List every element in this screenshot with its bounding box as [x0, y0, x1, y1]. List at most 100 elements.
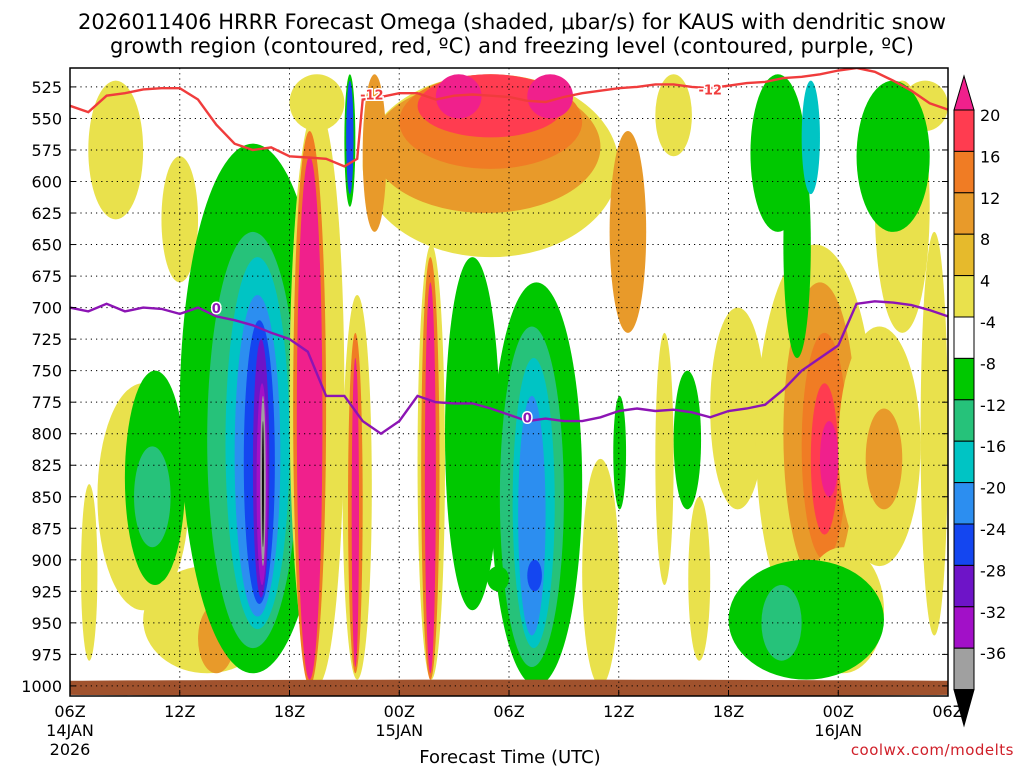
y-tick-label: 925	[31, 582, 62, 601]
dgz-contour	[70, 68, 948, 168]
x-date-label: 16JAN	[814, 721, 862, 740]
colorbar-bottom-arrow	[953, 689, 975, 728]
dgz-contour-label: -12	[360, 89, 384, 104]
y-tick-label: 675	[31, 267, 62, 286]
colorbar-label: -32	[980, 603, 1006, 622]
colorbar-label: -16	[980, 437, 1006, 456]
freezing-level-contour	[70, 300, 948, 436]
contour-lines: -12 -12 0 0	[70, 68, 948, 436]
colorbar-segment	[953, 482, 975, 525]
y-tick-label: 875	[31, 519, 62, 538]
colorbar-label: 4	[980, 272, 990, 291]
colorbar-label: 16	[980, 147, 1000, 166]
x-tick-label: 06Z	[932, 702, 963, 721]
credit-text: coolwx.com/modelts	[851, 741, 1014, 759]
omega-cell	[609, 131, 647, 333]
omega-cell	[527, 74, 574, 119]
x-tick-label: 06Z	[493, 702, 524, 721]
x-tick-label: 12Z	[164, 702, 195, 721]
x-year-label: 2026	[50, 740, 91, 759]
y-tick-label: 725	[31, 330, 62, 349]
freezing-level-contour-label: 0	[523, 412, 532, 427]
dgz-contour-label: -12	[698, 84, 722, 99]
x-date-label: 14JAN	[46, 721, 94, 740]
colorbar-segment	[953, 564, 975, 608]
y-tick-label: 825	[31, 456, 62, 475]
omega-cell	[80, 484, 98, 661]
omega-cell	[351, 358, 360, 667]
colorbar-segment	[953, 399, 975, 442]
y-tick-label: 550	[31, 109, 62, 128]
omega-cell	[582, 458, 619, 686]
y-tick-label: 750	[31, 362, 62, 381]
omega-cell	[688, 496, 711, 661]
x-tick-label: 00Z	[823, 702, 854, 721]
omega-cell	[296, 156, 323, 680]
colorbar-segment	[953, 233, 975, 277]
x-date-label: 15JAN	[375, 721, 423, 740]
y-tick-label: 950	[31, 614, 62, 633]
x-axis-label: Forecast Time (UTC)	[419, 747, 600, 768]
omega-cell	[710, 307, 766, 510]
y-tick-label: 625	[31, 204, 62, 223]
y-tick-label: 525	[31, 78, 62, 97]
colorbar-label: -4	[980, 313, 996, 332]
omega-cell	[134, 446, 171, 548]
colorbar-label: 20	[980, 106, 1000, 125]
colorbar-segment	[953, 275, 975, 318]
y-tick-label: 700	[31, 299, 62, 318]
omega-cell	[527, 559, 542, 592]
omega-cell	[362, 74, 387, 232]
omega-cell	[783, 131, 811, 359]
omega-cell	[865, 408, 903, 510]
colorbar: 20 16 12 8 4 -4 -8 -12 -16 -20 -24 -28 -32 -36	[953, 74, 1006, 728]
freezing-level-contour-label: 0	[212, 302, 221, 317]
ground-shading	[70, 679, 948, 696]
colorbar-label: -8	[980, 354, 996, 373]
y-tick-label: 1000	[21, 677, 62, 696]
colorbar-segment	[953, 150, 975, 194]
colorbar-label: 12	[980, 189, 1000, 208]
chart-title-line-2: growth region (contoured, red, ºC) and f…	[110, 34, 914, 58]
omega-cell	[444, 257, 500, 611]
omega-cell	[424, 282, 436, 674]
omega-cell	[655, 332, 674, 586]
y-tick-label: 775	[31, 393, 62, 412]
omega-cell	[655, 74, 692, 157]
x-tick-label: 00Z	[384, 702, 415, 721]
colorbar-segment	[953, 192, 975, 235]
y-tick-label: 600	[31, 172, 62, 191]
y-tick-label: 975	[31, 645, 62, 664]
y-tick-label: 850	[31, 488, 62, 507]
y-tick-label: 575	[31, 141, 62, 160]
colorbar-segment	[953, 606, 975, 649]
omega-cell	[673, 370, 702, 510]
x-tick-label: 06Z	[54, 702, 85, 721]
colorbar-segment	[953, 647, 975, 691]
x-tick-label: 12Z	[603, 702, 634, 721]
x-tick-label: 18Z	[274, 702, 305, 721]
colorbar-label: -28	[980, 561, 1006, 580]
colorbar-segment	[953, 523, 975, 566]
omega-cell	[801, 80, 820, 195]
omega-cell	[761, 585, 802, 661]
colorbar-segment	[953, 357, 975, 401]
y-tick-label: 650	[31, 236, 62, 255]
omega-cell	[88, 80, 144, 220]
colorbar-segment	[953, 440, 975, 484]
chart-title-line-1: 2026011406 HRRR Forecast Omega (shaded, …	[78, 10, 946, 34]
colorbar-top-arrow	[953, 74, 975, 111]
colorbar-label: -36	[980, 644, 1006, 663]
y-tick-label: 900	[31, 551, 62, 570]
omega-cell	[856, 80, 930, 232]
omega-cell	[728, 559, 884, 680]
omega-cell	[289, 74, 345, 132]
x-tick-label: 18Z	[713, 702, 744, 721]
colorbar-label: -12	[980, 396, 1006, 415]
omega-cell	[613, 395, 627, 510]
omega-cell	[262, 421, 264, 548]
colorbar-label: 8	[980, 230, 990, 249]
omega-cell	[518, 395, 546, 636]
omega-cell	[346, 80, 354, 195]
